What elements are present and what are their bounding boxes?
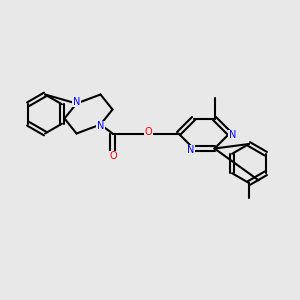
Text: O: O xyxy=(145,127,152,137)
Text: O: O xyxy=(110,151,117,161)
Text: N: N xyxy=(229,130,236,140)
Text: N: N xyxy=(187,145,194,155)
Text: N: N xyxy=(73,97,80,107)
Text: N: N xyxy=(97,121,104,131)
